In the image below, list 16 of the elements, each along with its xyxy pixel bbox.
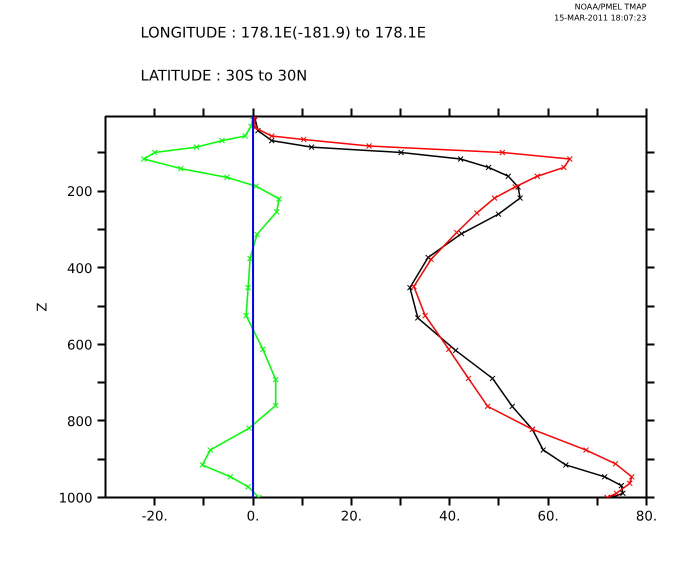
y-tick-label: 1000 — [58, 492, 93, 506]
x-tick-label: 60. — [538, 510, 559, 524]
x-tick-label: 80. — [636, 510, 658, 524]
x-tick-label: 40. — [439, 510, 460, 524]
x-tick-label: 0. — [246, 510, 260, 524]
x-tick-label: -20. — [142, 510, 168, 524]
y-tick-label: 200 — [67, 185, 93, 200]
y-tick-label: 800 — [67, 414, 93, 430]
text: NOAA/PMEL TMAP — [574, 2, 647, 12]
y-tick-label: 600 — [67, 338, 93, 354]
y-tick-label: 400 — [67, 262, 93, 277]
x-tick-label: 20. — [340, 510, 362, 524]
y-axis-title: Z — [36, 302, 51, 312]
chart-title: LONGITUDE : 178.1E(-181.9) to 178.1E — [140, 24, 426, 42]
text: 15-MAR-2011 18:07:23 — [554, 14, 647, 22]
chart-subtitle: LATITUDE : 30S to 30N — [140, 68, 308, 84]
